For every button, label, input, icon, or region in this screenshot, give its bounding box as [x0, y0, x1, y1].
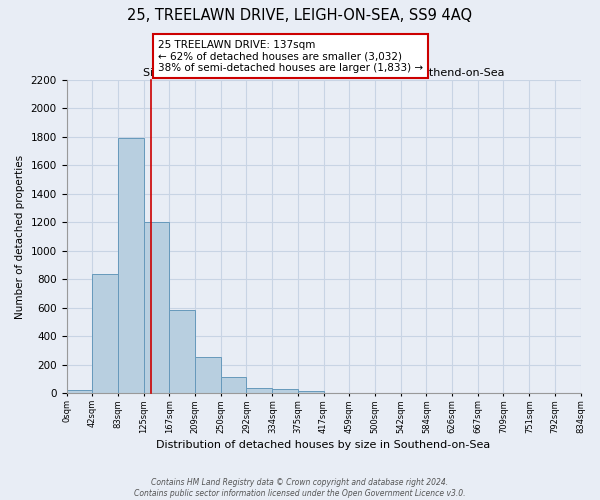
Bar — [298, 390, 323, 394]
Y-axis label: Number of detached properties: Number of detached properties — [15, 154, 25, 318]
Text: 25 TREELAWN DRIVE: 137sqm
← 62% of detached houses are smaller (3,032)
38% of se: 25 TREELAWN DRIVE: 137sqm ← 62% of detac… — [158, 40, 423, 72]
Bar — [196, 357, 221, 394]
Bar — [169, 310, 196, 394]
X-axis label: Distribution of detached houses by size in Southend-on-Sea: Distribution of detached houses by size … — [157, 440, 491, 450]
Bar — [143, 222, 169, 394]
Bar — [118, 138, 143, 394]
Text: Contains HM Land Registry data © Crown copyright and database right 2024.
Contai: Contains HM Land Registry data © Crown c… — [134, 478, 466, 498]
Bar — [221, 377, 247, 394]
Title: Size of property relative to detached houses in Southend-on-Sea: Size of property relative to detached ho… — [143, 68, 504, 78]
Bar — [67, 390, 92, 394]
Text: 25, TREELAWN DRIVE, LEIGH-ON-SEA, SS9 4AQ: 25, TREELAWN DRIVE, LEIGH-ON-SEA, SS9 4A… — [127, 8, 473, 22]
Bar — [247, 388, 272, 394]
Bar — [272, 388, 298, 394]
Bar — [92, 274, 118, 394]
